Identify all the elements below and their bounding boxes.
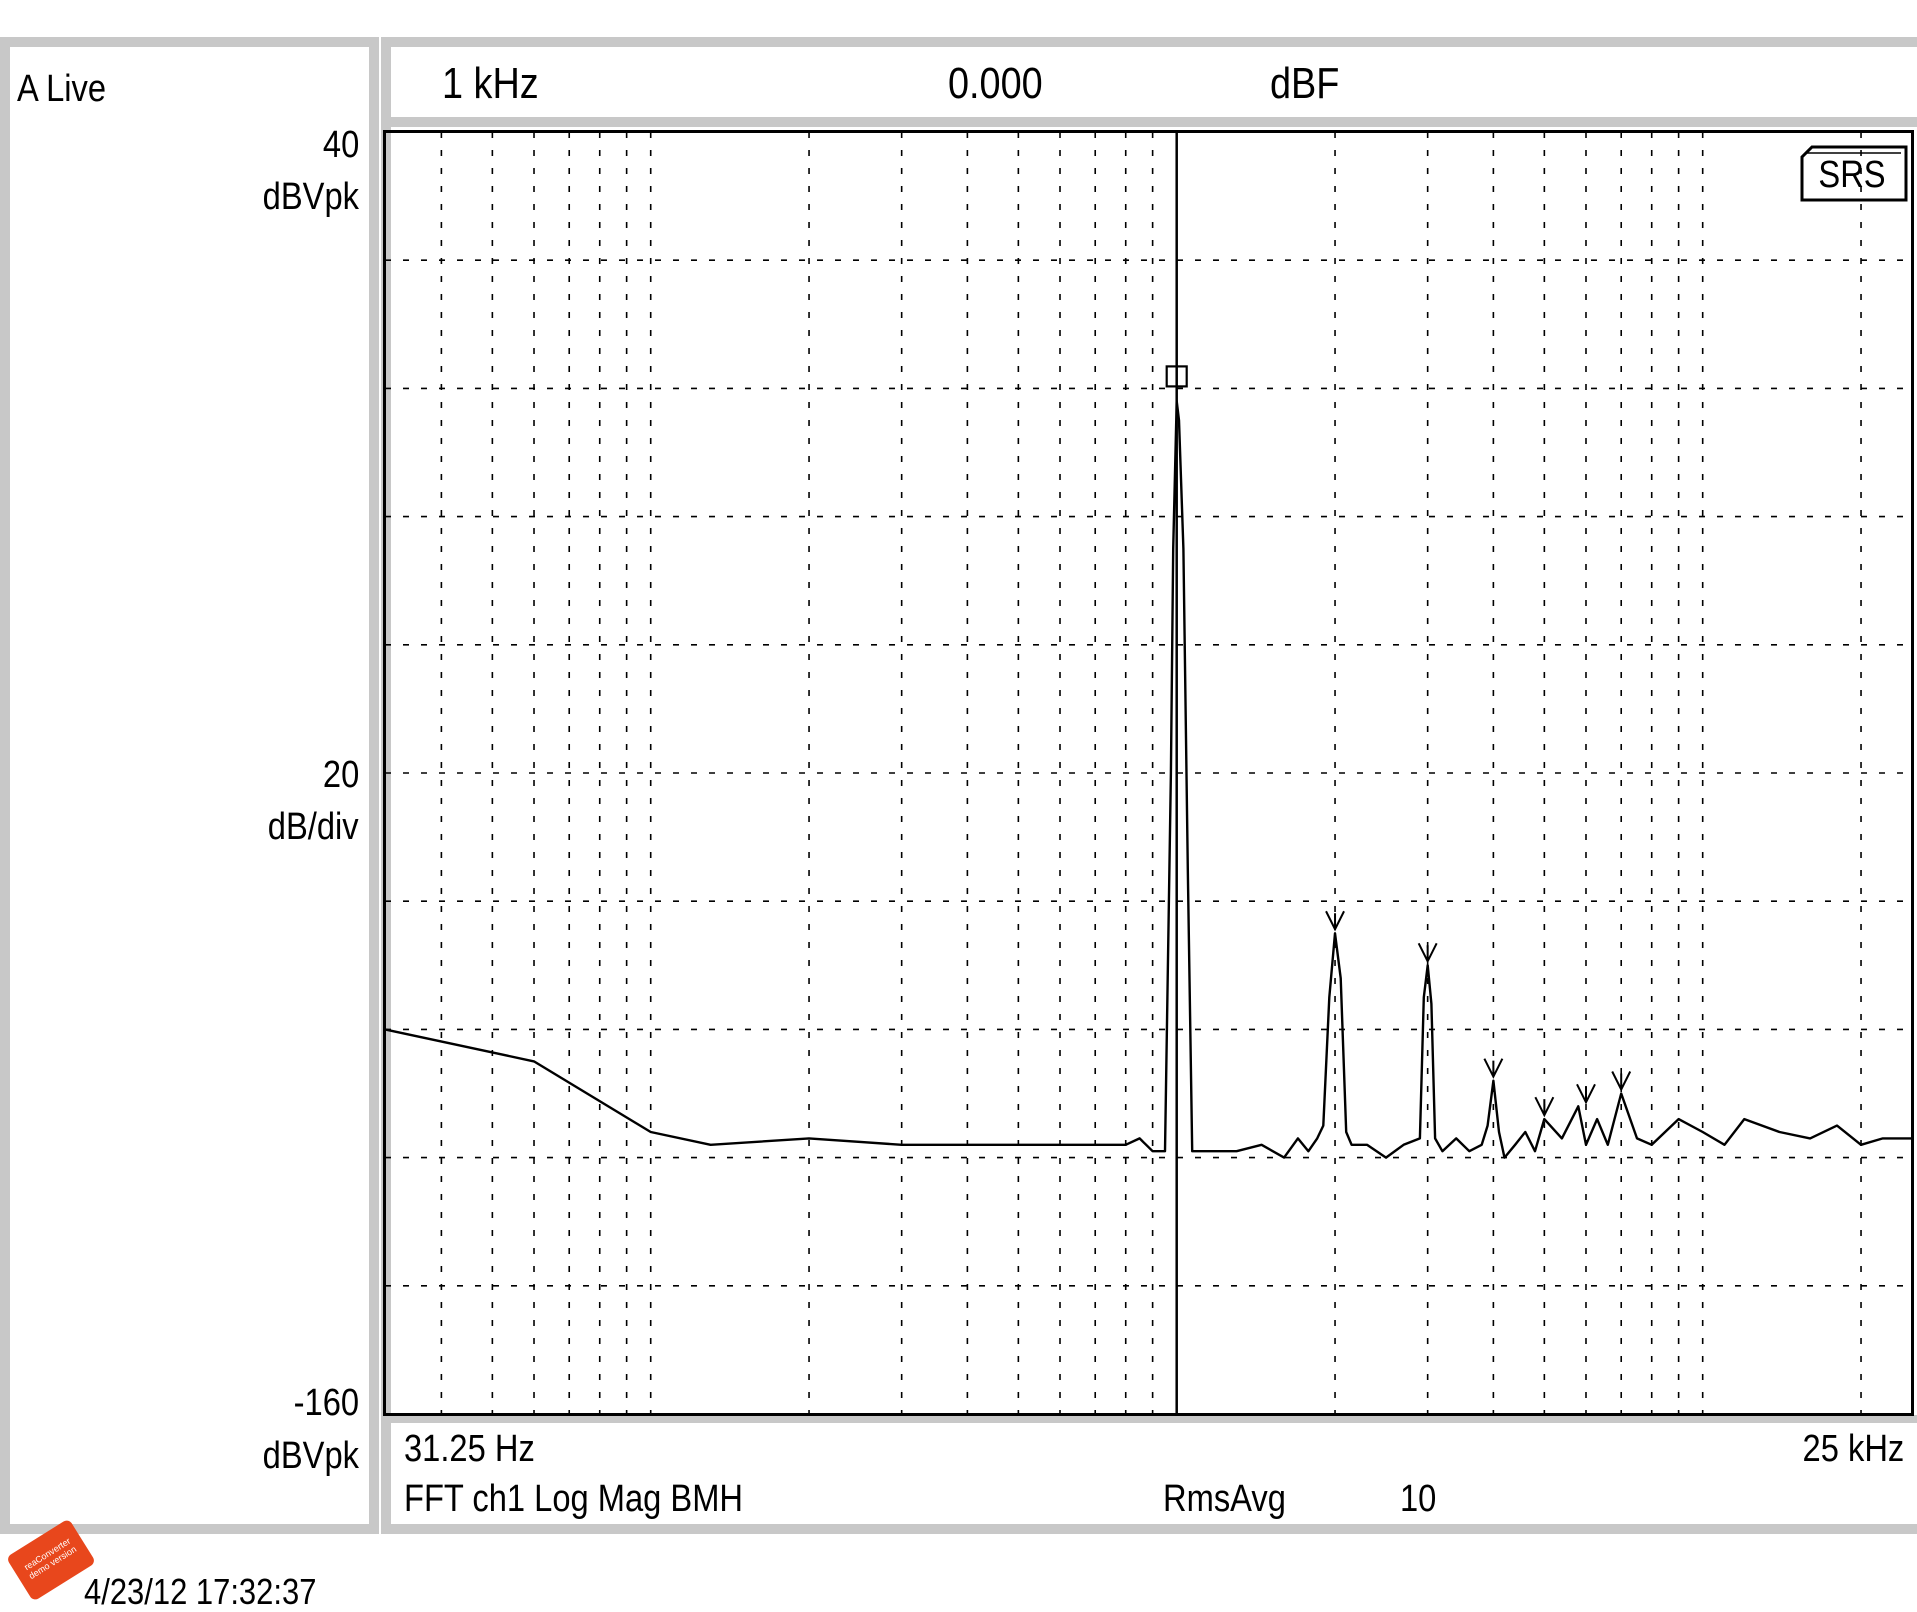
channel-label: A Live [17, 68, 107, 110]
marker-square [1165, 365, 1188, 388]
left-panel [10, 47, 369, 1524]
harmonic-marker [1417, 942, 1438, 964]
marker-x-readout: 1 kHz [442, 59, 539, 108]
stop-frequency: 25 kHz [1802, 1428, 1904, 1470]
horizontal-gridlines [385, 259, 1912, 1287]
srs-logo-text: SRS [1818, 153, 1885, 196]
spectrum-trace [384, 400, 1912, 1159]
average-label: RmsAvg [1163, 1478, 1286, 1520]
harmonic-marker [1576, 1083, 1596, 1105]
average-count: 10 [1400, 1478, 1437, 1520]
start-frequency: 31.25 Hz [404, 1428, 535, 1470]
harmonic-marker [1534, 1096, 1555, 1118]
timestamp: 4/23/12 17:32:37 [84, 1571, 317, 1612]
harmonic-marker [1483, 1058, 1504, 1079]
harmonic-marker [1325, 910, 1345, 932]
y-top-value: 40 [322, 124, 359, 166]
marker-unit-readout: dBF [1270, 59, 1340, 108]
main-panel [391, 47, 1917, 1524]
srs-logo: SRS [1800, 145, 1908, 202]
chart-marks [384, 132, 1912, 1414]
plot-border [383, 130, 1914, 1416]
footer-separator [381, 1415, 1917, 1423]
marker-y-readout: 0.000 [948, 59, 1043, 108]
header-separator [381, 117, 1917, 127]
measurement-label: FFT ch1 Log Mag BMH [404, 1478, 744, 1520]
harmonic-marker [1611, 1071, 1632, 1092]
y-scale-unit: dB/div [268, 806, 359, 848]
y-top-unit: dBVpk [262, 176, 359, 218]
y-bottom-value: -160 [293, 1382, 359, 1424]
y-scale-value: 20 [322, 754, 359, 796]
y-bottom-unit: dBVpk [262, 1435, 359, 1477]
